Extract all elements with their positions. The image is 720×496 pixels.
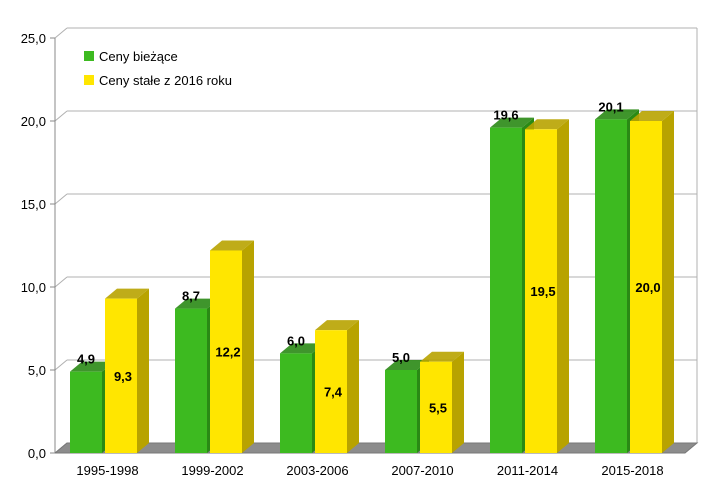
bar-front	[315, 330, 347, 453]
bar-front	[525, 129, 557, 454]
gridline-diag	[54, 110, 68, 122]
y-tick-label: 10,0	[21, 280, 46, 295]
bar-top	[105, 288, 149, 299]
bar-front	[385, 370, 417, 453]
bar-front	[490, 127, 522, 453]
bar-side	[242, 240, 254, 453]
x-tick-label: 1995-1998	[76, 463, 138, 478]
data-label: 19,5	[530, 284, 555, 299]
data-label: 5,0	[392, 350, 410, 365]
y-tick-label: 5,0	[28, 363, 46, 378]
gridline-diag	[54, 276, 68, 288]
bar-side	[137, 288, 149, 453]
x-tick-label: 2015-2018	[601, 463, 663, 478]
gridline-diag	[54, 27, 68, 39]
data-label: 19,6	[493, 108, 518, 123]
data-label: 20,0	[635, 280, 660, 295]
x-axis-categories: 1995-1998 1999-2002 2003-2006 2007-2010 2011…	[76, 463, 663, 478]
data-label: 5,5	[429, 400, 447, 415]
bar	[525, 119, 569, 454]
bar	[105, 288, 149, 453]
bar-side	[347, 320, 359, 453]
bar-front	[630, 121, 662, 453]
bar-top	[385, 360, 429, 370]
bar-top	[175, 298, 219, 309]
gridline-diag	[54, 359, 68, 371]
data-label: 4,9	[77, 352, 95, 367]
y-axis-ticks: 0,0 5,0 10,0 15,0 20,0 25,0	[21, 31, 55, 461]
y-tick-label: 0,0	[28, 446, 46, 461]
data-label: 8,7	[182, 289, 200, 304]
bar-front	[105, 298, 137, 453]
y-tick-label: 20,0	[21, 114, 46, 129]
bar	[315, 320, 359, 453]
bar	[210, 240, 254, 453]
legend: Ceny bieżące Ceny stałe z 2016 roku	[84, 49, 232, 88]
bar-front	[210, 250, 242, 453]
bar-front	[175, 308, 207, 453]
bar	[420, 351, 464, 453]
x-tick-label: 2011-2014	[497, 463, 558, 478]
bars: 4,9 9,3 8,7 12,2 6,0 7,4 5,0 5,5 19,6 19,5 20,1 20,…	[70, 99, 674, 454]
bar-front	[595, 119, 627, 453]
data-label: 7,4	[324, 385, 343, 400]
bar-top	[525, 119, 569, 130]
bar-top	[490, 117, 534, 128]
bar-top	[420, 351, 464, 362]
bar-top	[280, 343, 324, 354]
bar-top	[595, 109, 639, 120]
legend-swatch	[84, 75, 94, 85]
bar-top	[630, 111, 674, 121]
data-label: 12,2	[215, 345, 240, 360]
y-tick-label: 25,0	[21, 31, 46, 46]
x-tick-label: 1999-2002	[181, 463, 243, 478]
bar-front	[280, 353, 312, 453]
x-tick-label: 2007-2010	[391, 463, 453, 478]
legend-label: Ceny stałe z 2016 roku	[99, 73, 232, 88]
bar-side	[662, 111, 674, 453]
bar-front	[420, 361, 452, 453]
data-label: 20,1	[598, 99, 623, 114]
legend-swatch	[84, 51, 94, 61]
bar-side	[557, 119, 569, 454]
data-label: 6,0	[287, 333, 305, 348]
bar-top	[315, 320, 359, 331]
bar-front	[70, 371, 102, 453]
bar	[630, 111, 674, 453]
bar-top	[210, 240, 254, 251]
gridline-diag	[54, 193, 68, 205]
legend-label: Ceny bieżące	[99, 49, 178, 64]
data-label: 9,3	[114, 369, 132, 384]
bar-side	[452, 351, 464, 453]
bar-top	[70, 361, 114, 372]
y-tick-label: 15,0	[21, 197, 46, 212]
x-tick-label: 2003-2006	[286, 463, 348, 478]
